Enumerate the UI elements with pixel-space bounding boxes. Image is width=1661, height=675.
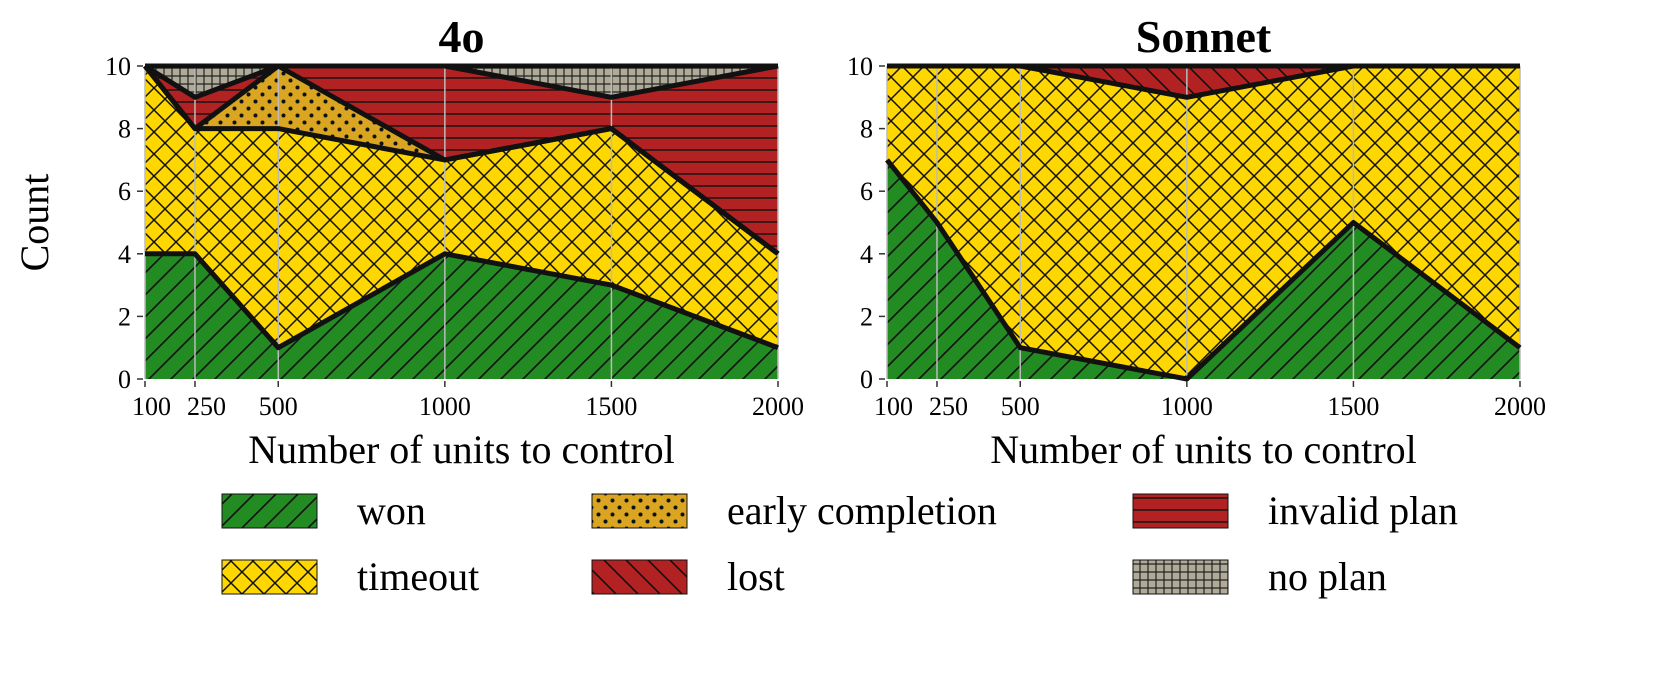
x-tick-label: 500 [1001,392,1040,421]
area-won [145,253,778,379]
legend: won timeout early completion lost invalid pl… [221,488,1458,599]
x-tick-label: 500 [259,392,298,421]
x-axis-label: Number of units to control [990,427,1417,472]
legend-item-timeout: timeout [221,554,479,599]
legend-item-early-completion: early completion [591,488,997,533]
y-tick-label: 8 [860,115,873,144]
panel-title: Sonnet [1136,11,1272,62]
boundary-line-won [145,251,779,351]
x-tick-label: 1000 [419,392,471,421]
area-won [887,159,1520,379]
x-axis-label: Number of units to control [248,427,675,472]
y-tick-label: 2 [118,302,131,331]
area-early-completion [145,66,778,254]
x-tick-label: 1000 [1161,392,1213,421]
legend-label: invalid plan [1268,488,1458,533]
boundary-line-won [885,158,1522,382]
axes: 0 2 4 6 8 10 100 250 500 1000 1500 2000 [847,52,1546,421]
area-lost [887,66,1520,98]
x-tick-label: 100 [132,392,171,421]
y-tick-label: 6 [860,177,873,206]
x-tick-label: 2000 [1494,392,1546,421]
y-tick-label: 10 [105,52,131,81]
legend-label: early completion [727,488,997,533]
y-tick-label: 4 [860,240,873,269]
legend-swatch [591,559,688,595]
axes: 0 2 4 6 8 10 100 250 500 1000 1500 2000 [105,52,804,421]
legend-label: won [357,488,426,533]
y-tick-label: 6 [118,177,131,206]
x-tick-label: 1500 [1327,392,1379,421]
x-tick-label: 100 [874,392,913,421]
area-no-plan [145,66,778,98]
x-tick-label: 2000 [752,392,804,421]
area-invalid-plan [145,66,778,254]
panel-4o: 0 2 4 6 8 10 100 250 500 1000 1500 2000 4o Number of … [12,11,804,472]
grid-lines [144,66,779,379]
y-tick-label: 0 [860,365,873,394]
legend-label: lost [727,554,785,599]
legend-swatch [591,493,688,529]
y-tick-label: 0 [118,365,131,394]
legend-item-invalid-plan: invalid plan [1132,488,1458,533]
legend-label: timeout [357,554,479,599]
panel-title: 4o [439,11,485,62]
legend-item-no-plan: no plan [1132,554,1387,599]
areas [887,66,1520,379]
x-tick-label: 250 [929,392,968,421]
x-tick-label: 250 [187,392,226,421]
panel-sonnet: 0 2 4 6 8 10 100 250 500 1000 1500 2000 Sonnet Number… [847,11,1546,472]
y-tick-label: 8 [118,115,131,144]
boundary-line-early-completion [143,63,780,256]
y-tick-label: 4 [118,240,131,269]
x-tick-label: 1500 [585,392,637,421]
y-axis-label: Count [12,174,57,272]
series-boundaries [143,63,780,351]
y-tick-label: 10 [847,52,873,81]
legend-label: no plan [1268,554,1387,599]
legend-swatch [221,493,318,529]
area-timeout [887,66,1520,379]
areas [145,66,778,379]
legend-item-won: won [221,488,426,533]
series-boundaries [885,63,1522,382]
legend-swatch [1132,559,1229,595]
legend-swatch [1132,493,1229,529]
y-tick-label: 2 [860,302,873,331]
legend-swatch [221,559,318,595]
legend-item-lost: lost [591,554,785,599]
